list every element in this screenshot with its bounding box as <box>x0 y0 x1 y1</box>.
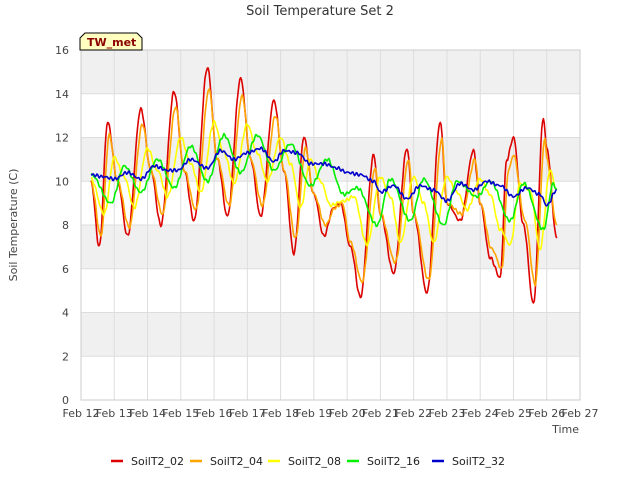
series-line-soilt2_16 <box>90 132 558 231</box>
series-line-soilt2_08 <box>91 119 558 251</box>
x-tick-label: Feb 19 <box>295 407 332 420</box>
legend-label: SoilT2_08 <box>288 455 341 468</box>
y-tick-label: 12 <box>55 132 69 145</box>
badge-shape <box>79 32 143 51</box>
y-tick-label: 16 <box>55 44 69 57</box>
grid-band <box>81 312 580 357</box>
series-line-soilt2_32 <box>90 146 557 207</box>
x-tick-label: Feb 20 <box>329 407 366 420</box>
y-tick-label: 2 <box>62 350 69 363</box>
badge-label: TW_met <box>87 36 136 49</box>
x-tick-label: Feb 24 <box>462 407 499 420</box>
x-tick-label: Feb 14 <box>129 407 166 420</box>
x-tick-label: Feb 16 <box>196 407 233 420</box>
x-tick-label: Feb 25 <box>495 407 532 420</box>
legend-label: SoilT2_16 <box>367 455 420 468</box>
x-tick-label: Feb 21 <box>362 407 399 420</box>
series-line-soilt2_04 <box>90 88 558 287</box>
x-tick-label: Feb 23 <box>428 407 465 420</box>
legend: SoilT2_02 SoilT2_04 SoilT2_08 SoilT2_16 Soil… <box>111 455 505 468</box>
x-tick-label: Feb 22 <box>395 407 432 420</box>
x-tick-label: Feb 18 <box>262 407 299 420</box>
legend-label: SoilT2_02 <box>131 455 184 468</box>
x-axis-label: Time <box>551 423 579 436</box>
legend-label: SoilT2_32 <box>452 455 505 468</box>
y-tick-label: 4 <box>62 307 69 320</box>
y-tick-label: 0 <box>62 394 69 407</box>
chart-title: Soil Temperature Set 2 <box>246 4 394 19</box>
y-ticks: 0 2 4 6 8 10 12 14 16 <box>55 44 69 407</box>
y-tick-label: 6 <box>62 263 69 276</box>
y-tick-label: 14 <box>55 88 69 101</box>
x-tick-label: Feb 13 <box>96 407 133 420</box>
grid-band <box>81 225 580 269</box>
x-tick-label: Feb 15 <box>162 407 199 420</box>
x-tick-label: Feb 12 <box>63 407 100 420</box>
grid-band <box>81 50 580 94</box>
y-tick-label: 8 <box>62 219 69 232</box>
y-axis-label: Soil Temperature (C) <box>7 169 20 282</box>
grid-band <box>81 137 580 182</box>
legend-label: SoilT2_04 <box>210 455 263 468</box>
x-tick-label: Feb 27 <box>562 407 599 420</box>
x-tick-label: Feb 17 <box>229 407 266 420</box>
series-layer <box>90 67 558 304</box>
plot-frame <box>80 49 581 401</box>
y-tick-label: 10 <box>55 175 69 188</box>
station-badge: TW_met <box>79 32 143 51</box>
grid-bands <box>81 50 580 357</box>
x-tick-label: Feb 26 <box>528 407 565 420</box>
